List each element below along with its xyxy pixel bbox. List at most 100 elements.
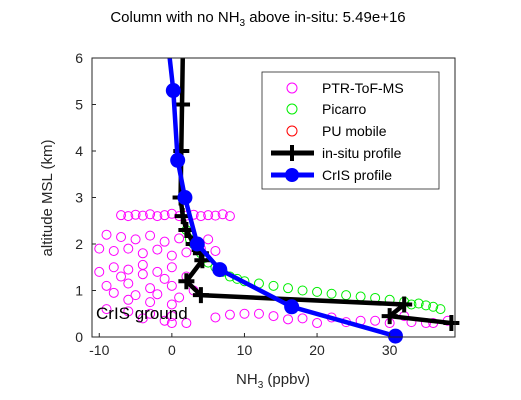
ptr-point bbox=[130, 209, 141, 220]
legend-label-insitu: in-situ profile bbox=[322, 145, 402, 161]
ptr-point bbox=[123, 211, 134, 222]
ptr-point bbox=[268, 311, 279, 322]
y-tick-label: 0 bbox=[75, 329, 83, 345]
ptr-point bbox=[145, 209, 156, 220]
ptr-point bbox=[123, 294, 134, 305]
ptr-point bbox=[159, 210, 170, 221]
title-main: Column with no NH bbox=[110, 9, 239, 26]
ptr-point bbox=[166, 311, 177, 322]
legend-marker-ptr bbox=[286, 82, 298, 94]
cris-marker bbox=[177, 190, 193, 205]
ptr-point bbox=[108, 287, 119, 298]
ptr-point bbox=[283, 314, 294, 325]
title-tail: above in-situ: 5.49e+16 bbox=[245, 9, 406, 26]
ptr-point bbox=[130, 290, 141, 301]
cris-marker bbox=[165, 83, 181, 99]
ptr-point bbox=[145, 297, 156, 308]
ptr-point bbox=[145, 283, 156, 294]
y-tick-label: 5 bbox=[75, 97, 83, 113]
ptr-point bbox=[217, 209, 228, 220]
ptr-point bbox=[137, 210, 148, 221]
ptr-point bbox=[166, 262, 177, 273]
chart-title: Column with no NH3 above in-situ: 5.49e+… bbox=[110, 9, 405, 29]
y-tick-label: 4 bbox=[75, 143, 83, 159]
ptr-point bbox=[166, 208, 177, 219]
x-axis-ticks: -10 0 10 20 30 bbox=[89, 333, 398, 358]
ptr-point bbox=[101, 280, 112, 291]
ptr-point bbox=[123, 306, 134, 317]
ptr-point bbox=[152, 244, 163, 255]
y-tick-label: 3 bbox=[75, 190, 83, 206]
picarro-point bbox=[435, 304, 446, 315]
legend: PTR-ToF-MS Picarro PU mobile in-situ pro… bbox=[261, 71, 440, 190]
ptr-point bbox=[203, 210, 214, 221]
ptr-point bbox=[210, 210, 221, 221]
ptr-point bbox=[137, 248, 148, 259]
ptr-point bbox=[181, 318, 192, 329]
ptr-point bbox=[108, 245, 119, 256]
picarro-point bbox=[268, 280, 279, 291]
ptr-point bbox=[116, 271, 127, 282]
ptr-point bbox=[297, 313, 308, 324]
ptr-point bbox=[181, 247, 192, 258]
insitu-marker bbox=[194, 252, 211, 269]
picarro-point bbox=[297, 285, 308, 296]
ptr-point bbox=[203, 234, 214, 245]
legend-label-cris: CrIS profile bbox=[322, 167, 392, 183]
ptr-point bbox=[159, 315, 170, 326]
ptr-point bbox=[101, 304, 112, 315]
ptr-point bbox=[137, 313, 148, 324]
ptr-point bbox=[159, 236, 170, 247]
ptr-point bbox=[123, 264, 134, 275]
ptr-point bbox=[152, 211, 163, 222]
legend-label-pu: PU mobile bbox=[322, 123, 387, 139]
picarro-point bbox=[326, 288, 337, 299]
x-tick-label: 0 bbox=[168, 342, 176, 358]
insitu-marker bbox=[174, 96, 191, 113]
cris-marker bbox=[189, 236, 205, 252]
ptr-point bbox=[116, 210, 127, 221]
title-sub: 3 bbox=[240, 18, 246, 29]
ptr-point bbox=[159, 273, 170, 284]
x-tick-label: 20 bbox=[309, 342, 325, 358]
ptr-point bbox=[239, 308, 250, 319]
insitu-marker bbox=[192, 287, 209, 304]
ptr-point bbox=[116, 232, 127, 243]
ptr-point bbox=[123, 243, 134, 254]
ptr-point bbox=[130, 234, 141, 245]
ptr-point bbox=[370, 315, 381, 326]
picarro-point bbox=[312, 286, 323, 297]
cris-marker bbox=[387, 328, 403, 344]
ptr-point bbox=[145, 308, 156, 319]
ptr-point bbox=[152, 289, 163, 300]
picarro-point bbox=[283, 283, 294, 294]
legend-label-ptr: PTR-ToF-MS bbox=[322, 80, 404, 96]
insitu-marker bbox=[381, 308, 398, 325]
cris-marker bbox=[212, 262, 228, 278]
cris-profile bbox=[165, 57, 403, 344]
y-axis-label: altitude MSL (km) bbox=[39, 140, 56, 257]
y-tick-label: 6 bbox=[75, 50, 83, 66]
ptr-point bbox=[224, 211, 235, 222]
ptr-point bbox=[152, 266, 163, 277]
picarro-point bbox=[413, 298, 424, 309]
x-tick-label: -10 bbox=[89, 342, 109, 358]
ptr-point bbox=[166, 250, 177, 261]
cris-marker bbox=[284, 299, 300, 315]
ptr-point bbox=[166, 318, 177, 329]
insitu-marker bbox=[178, 273, 195, 290]
ptr-point bbox=[166, 299, 177, 310]
y-tick-label: 1 bbox=[75, 283, 83, 299]
legend-marker-insitu bbox=[284, 145, 300, 161]
ptr-points bbox=[94, 208, 453, 329]
cris-ground-annotation: CrIS ground bbox=[96, 304, 188, 323]
ptr-point bbox=[137, 269, 148, 280]
y-axis-ticks: 0 1 2 3 4 5 6 bbox=[75, 50, 96, 345]
legend-marker-picarro bbox=[286, 103, 298, 115]
ptr-point bbox=[195, 211, 206, 222]
x-tick-label: 10 bbox=[237, 342, 253, 358]
x-axis-label: NH3 (ppbv) bbox=[236, 371, 310, 391]
ptr-point bbox=[224, 309, 235, 320]
ptr-point bbox=[94, 243, 105, 254]
cris-marker bbox=[170, 152, 186, 168]
